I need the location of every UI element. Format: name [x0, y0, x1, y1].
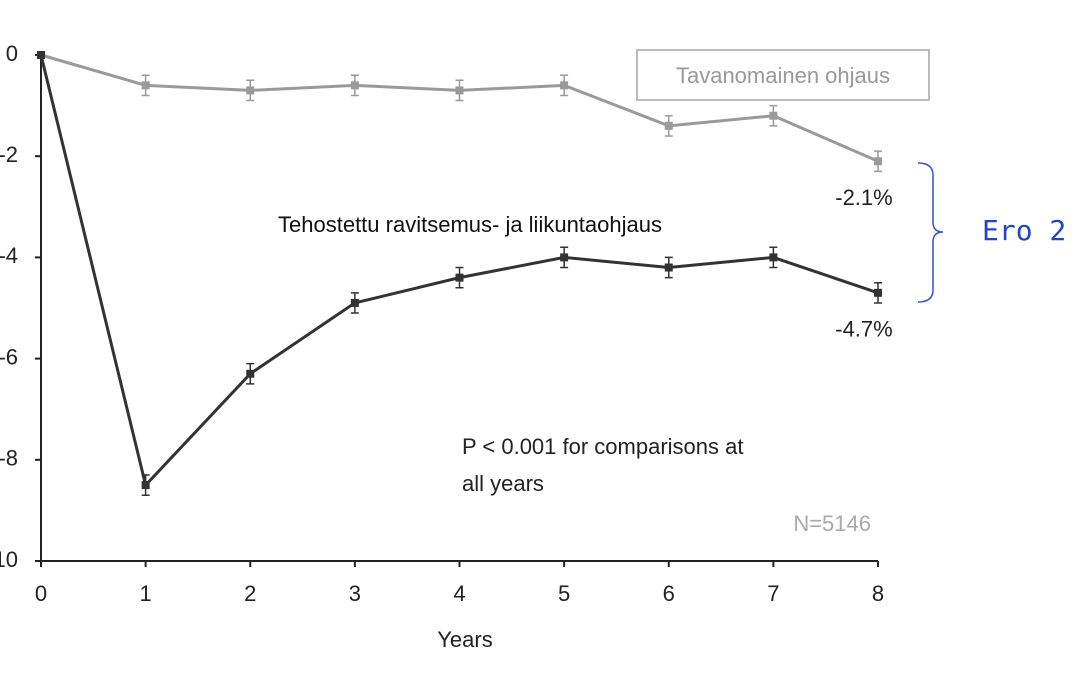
point	[350, 298, 359, 307]
legend-box	[636, 49, 930, 101]
point	[769, 111, 778, 120]
point	[141, 481, 150, 490]
series-label: Tehostettu ravitsemus- ja liikuntaohjaus	[278, 212, 662, 237]
y-tick-label: -8	[0, 446, 18, 471]
point	[455, 273, 464, 282]
point	[37, 51, 45, 59]
note: P < 0.001 for comparisons at	[462, 434, 743, 459]
sample-size: N=5146	[793, 511, 871, 536]
y-tick-label: -10	[0, 547, 18, 572]
x-tick-label: 2	[244, 581, 256, 606]
point	[560, 253, 569, 262]
point	[246, 369, 255, 378]
series-label: Tavanomainen ohjaus	[676, 63, 890, 88]
value-label: -4.7%	[835, 317, 892, 342]
point	[874, 157, 882, 166]
point	[350, 81, 359, 90]
point	[664, 121, 673, 130]
y-tick-label: 0	[6, 41, 18, 66]
point	[246, 86, 255, 95]
y-tick-label: -2	[0, 142, 18, 167]
point	[769, 253, 778, 262]
x-tick-label: 1	[140, 581, 152, 606]
point	[141, 81, 150, 90]
point	[455, 86, 464, 95]
point	[664, 263, 673, 272]
point	[874, 288, 882, 297]
x-tick-label: 8	[872, 581, 884, 606]
x-tick-label: 7	[767, 581, 779, 606]
point	[560, 81, 569, 90]
x-tick-label: 5	[558, 581, 570, 606]
x-tick-label: 6	[663, 581, 675, 606]
brace	[917, 162, 944, 303]
x-axis-label: Years	[437, 627, 492, 652]
value-label: -2.1%	[835, 185, 892, 210]
difference-label: Ero 2	[982, 214, 1066, 247]
x-tick-label: 3	[349, 581, 361, 606]
note: all years	[462, 471, 544, 496]
y-tick-label: -6	[0, 344, 18, 369]
x-tick-label: 4	[453, 581, 465, 606]
y-tick-label: -4	[0, 243, 18, 268]
x-tick-label: 0	[35, 581, 47, 606]
